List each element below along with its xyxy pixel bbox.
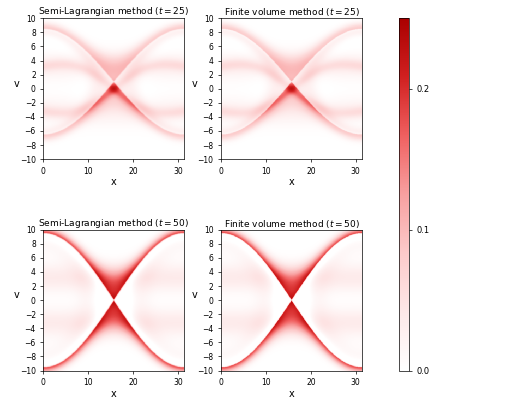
Y-axis label: v: v (192, 290, 198, 300)
Y-axis label: v: v (14, 290, 20, 300)
Title: Finite volume method ($t = 25$): Finite volume method ($t = 25$) (224, 6, 360, 18)
X-axis label: x: x (289, 389, 294, 399)
Title: Semi-Lagrangian method ($t = 25$): Semi-Lagrangian method ($t = 25$) (38, 5, 190, 18)
Title: Finite volume method ($t = 50$): Finite volume method ($t = 50$) (224, 217, 360, 230)
Y-axis label: v: v (192, 79, 198, 89)
Y-axis label: v: v (14, 79, 20, 89)
X-axis label: x: x (289, 177, 294, 187)
X-axis label: x: x (111, 389, 117, 399)
Title: Semi-Lagrangian method ($t = 50$): Semi-Lagrangian method ($t = 50$) (38, 217, 190, 230)
X-axis label: x: x (111, 177, 117, 187)
